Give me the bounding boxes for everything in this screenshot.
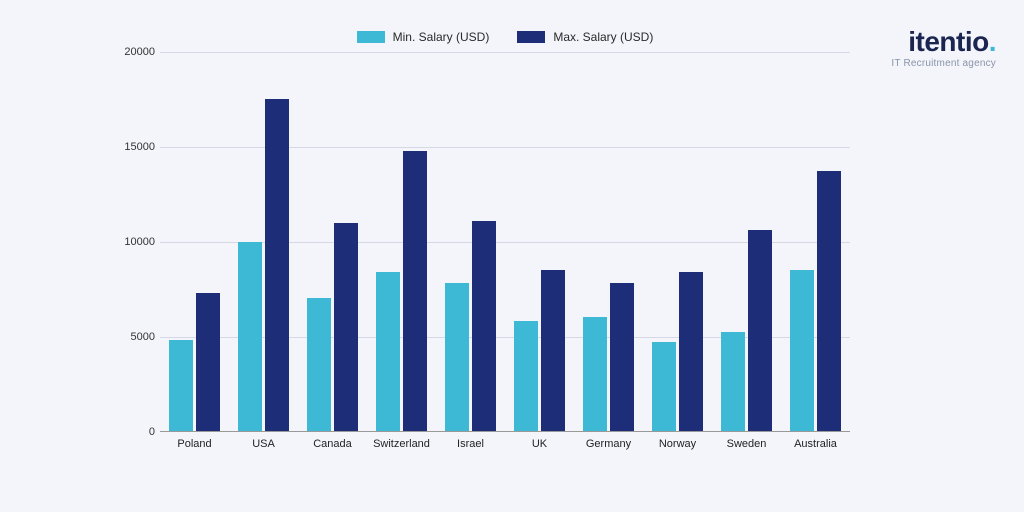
x-label: USA [229,432,298,462]
bar-group [298,52,367,431]
logo-dot: . [989,26,996,57]
bar-max [472,221,496,431]
plot-area: 05000100001500020000 PolandUSACanadaSwit… [160,52,850,462]
x-label: Australia [781,432,850,462]
bar-min [376,272,400,431]
bar-group [505,52,574,431]
bar-max [610,283,634,431]
bar-min [307,298,331,431]
y-tick: 5000 [100,331,155,343]
bar-group [574,52,643,431]
x-label: Israel [436,432,505,462]
bars-area [160,52,850,432]
legend-item-max: Max. Salary (USD) [517,30,653,44]
y-tick: 15000 [100,141,155,153]
x-label: Poland [160,432,229,462]
chart-legend: Min. Salary (USD) Max. Salary (USD) [160,30,850,44]
bar-max [748,230,772,431]
bar-max [265,99,289,431]
bar-min [790,270,814,431]
legend-label-max: Max. Salary (USD) [553,30,653,44]
brand-logo: itentio. IT Recruitment agency [891,28,996,69]
bar-group [781,52,850,431]
bar-group [436,52,505,431]
bar-min [238,242,262,432]
bar-group [643,52,712,431]
bar-min [583,317,607,431]
bar-max [196,293,220,431]
logo-text: itentio. [891,28,996,56]
legend-item-min: Min. Salary (USD) [357,30,490,44]
bar-max [679,272,703,431]
legend-swatch-max [517,31,545,43]
y-tick: 0 [100,426,155,438]
x-axis-labels: PolandUSACanadaSwitzerlandIsraelUKGerman… [160,432,850,462]
legend-swatch-min [357,31,385,43]
x-label: Norway [643,432,712,462]
x-label: UK [505,432,574,462]
bar-max [334,223,358,431]
x-label: Canada [298,432,367,462]
y-tick: 20000 [100,46,155,58]
bar-min [721,332,745,431]
bar-max [403,151,427,431]
bar-group [712,52,781,431]
bar-min [169,340,193,431]
bar-min [514,321,538,431]
x-label: Switzerland [367,432,436,462]
bar-min [445,283,469,431]
salary-chart: Min. Salary (USD) Max. Salary (USD) 0500… [160,30,850,490]
bar-group [160,52,229,431]
bar-max [817,171,841,431]
legend-label-min: Min. Salary (USD) [393,30,490,44]
bar-group [229,52,298,431]
y-axis: 05000100001500020000 [100,52,155,432]
x-label: Sweden [712,432,781,462]
y-tick: 10000 [100,236,155,248]
bar-min [652,342,676,431]
logo-tagline: IT Recruitment agency [891,58,996,69]
bar-max [541,270,565,431]
bar-group [367,52,436,431]
x-label: Germany [574,432,643,462]
